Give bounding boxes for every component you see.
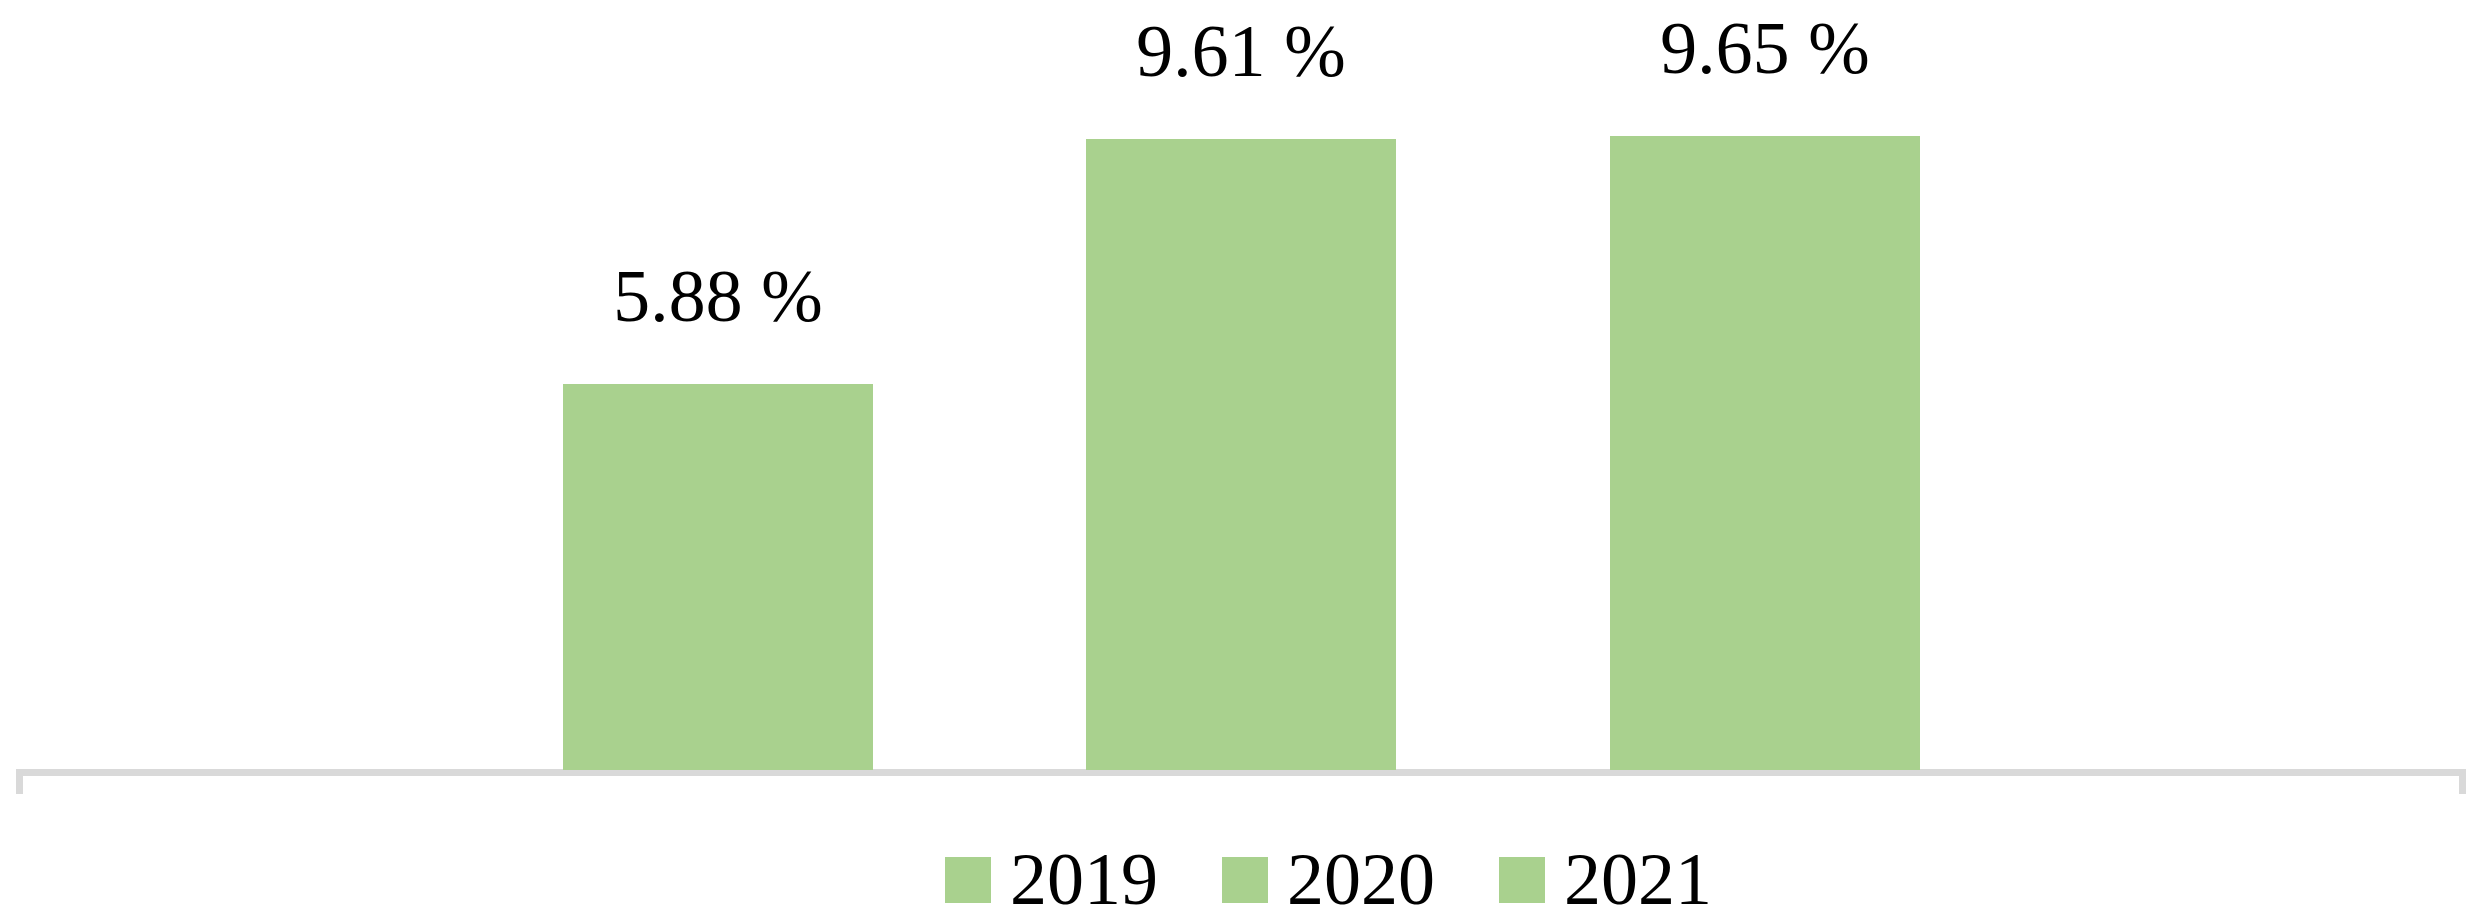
- legend-label: 2019: [1010, 839, 1158, 921]
- bar-2020: [1086, 139, 1396, 770]
- legend-swatch-icon: [1222, 857, 1268, 903]
- x-axis-line: [16, 769, 2466, 776]
- bar-2019: [563, 384, 873, 770]
- legend-label: 2021: [1564, 839, 1712, 921]
- legend-label: 2020: [1287, 839, 1435, 921]
- x-axis-tick-right: [2459, 769, 2466, 794]
- x-axis-tick-left: [16, 769, 23, 794]
- legend-swatch-icon: [945, 857, 991, 903]
- legend-swatch-icon: [1499, 857, 1545, 903]
- legend: 2019 2020 2021: [945, 843, 1712, 917]
- bar-2021: [1610, 136, 1920, 770]
- legend-item-2019: 2019: [945, 843, 1158, 917]
- data-label-2021: 9.65 %: [1660, 8, 1870, 90]
- legend-item-2021: 2021: [1499, 843, 1712, 917]
- data-label-2019: 5.88 %: [613, 256, 823, 338]
- data-label-2020: 9.61 %: [1136, 11, 1346, 93]
- legend-item-2020: 2020: [1222, 843, 1435, 917]
